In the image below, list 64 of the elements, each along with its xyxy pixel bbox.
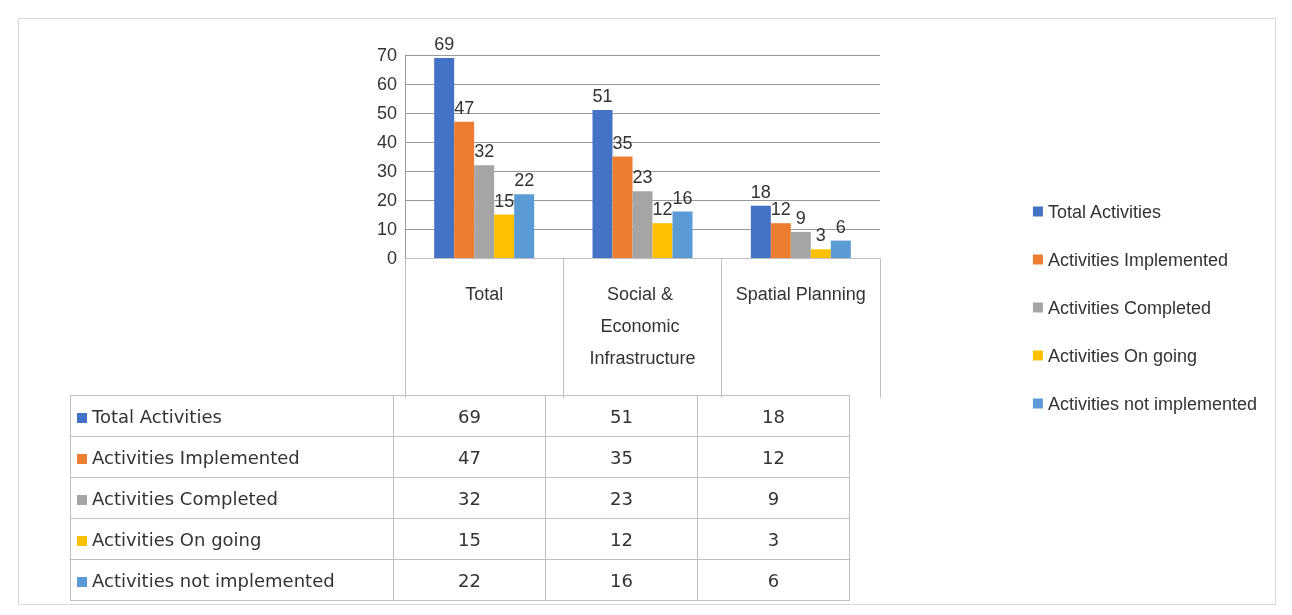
- y-tick-label: 30: [376, 161, 397, 181]
- legend-label: Total Activities: [70, 395, 394, 437]
- data-label: 69: [393, 395, 546, 437]
- data-label: 15: [393, 518, 546, 560]
- data-label: 51: [545, 395, 698, 437]
- data-label: 47: [393, 436, 546, 478]
- bar: [652, 223, 673, 258]
- bar: [514, 194, 535, 258]
- data-label: 23: [545, 477, 698, 519]
- text: Total Activities: [1047, 201, 1161, 222]
- text: 16: [672, 187, 693, 208]
- bar: [770, 223, 791, 258]
- text: Activities Completed: [92, 487, 279, 509]
- text: 35: [612, 132, 633, 153]
- bar: [750, 205, 771, 258]
- bar: [810, 249, 831, 258]
- text: 22: [514, 170, 535, 191]
- y-tick-label: 0: [386, 248, 397, 268]
- text: 47: [454, 97, 475, 118]
- y-tick-label: 40: [376, 132, 397, 152]
- text: 6: [835, 216, 846, 237]
- data-label: 12: [697, 436, 850, 478]
- text: Activities Implemented: [1047, 249, 1228, 270]
- data-label: 16: [545, 559, 698, 601]
- text: 51: [592, 86, 613, 107]
- legend-label: Activities not implemented: [1047, 393, 1257, 414]
- bar: [494, 214, 515, 258]
- text: 12: [652, 199, 673, 220]
- y-tick-label: 50: [376, 103, 397, 123]
- bar: [434, 57, 455, 258]
- text: 12: [770, 199, 791, 220]
- text: Activities not implemented: [92, 569, 335, 591]
- data-label: 18: [697, 395, 850, 437]
- y-tick-label: 10: [376, 219, 397, 239]
- data-label: 35: [545, 436, 698, 478]
- bar: [790, 231, 811, 258]
- data-label: 9: [697, 477, 850, 519]
- text: 15: [494, 190, 515, 211]
- y-tick-label: 20: [376, 190, 397, 210]
- y-tick-label: 70: [376, 45, 397, 65]
- bar: [592, 110, 613, 258]
- y-tick-label: 60: [376, 74, 397, 94]
- data-label: 6: [697, 559, 850, 601]
- text: 23: [632, 167, 653, 188]
- text: 9: [795, 207, 806, 228]
- data-label: 32: [393, 477, 546, 519]
- text: 32: [474, 141, 495, 162]
- legend-label: Activities On going: [1047, 345, 1197, 366]
- bar: [612, 156, 633, 258]
- bar: [830, 240, 851, 258]
- data-label: 22: [393, 559, 546, 601]
- bar: [454, 121, 475, 258]
- x-tick-label: Total: [465, 284, 504, 304]
- x-tick-label: Spatial Planning: [735, 284, 866, 304]
- bar: [672, 211, 693, 258]
- data-label: 3: [697, 518, 850, 560]
- data-label: 12: [545, 518, 698, 560]
- text: Activities On going: [92, 528, 262, 550]
- text: 3: [815, 225, 826, 246]
- x-tick-label: Social & Economic Infrastructure: [589, 284, 696, 368]
- text: 69: [434, 33, 455, 54]
- legend-label: Activities Implemented: [70, 436, 394, 478]
- legend-label: Activities Completed: [1047, 297, 1211, 318]
- text: 18: [750, 181, 771, 202]
